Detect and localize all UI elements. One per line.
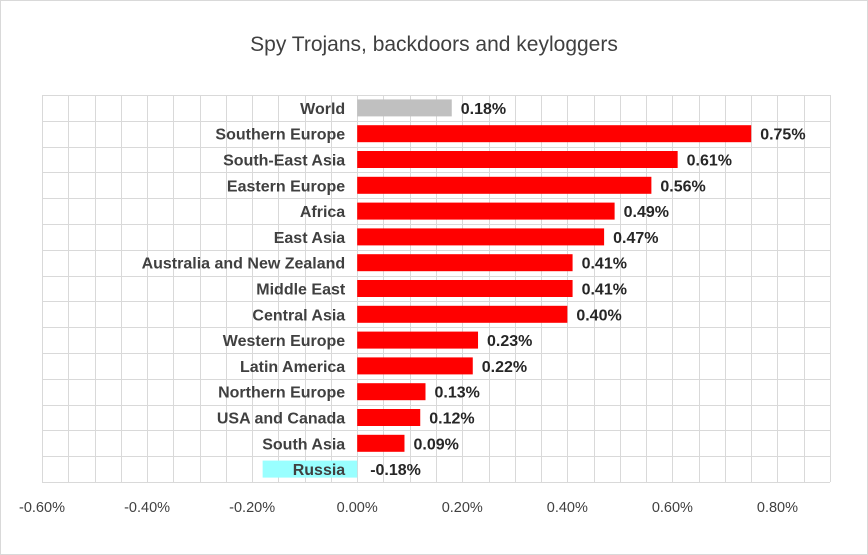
category-label: Latin America xyxy=(240,359,345,376)
data-label: 0.40% xyxy=(576,307,621,324)
x-tick-label: 0.80% xyxy=(757,500,798,516)
category-label: Middle East xyxy=(256,282,346,299)
x-tick-label: -0.20% xyxy=(229,500,275,516)
bar xyxy=(357,99,452,117)
data-label: 0.47% xyxy=(613,230,658,247)
x-tick-label: -0.40% xyxy=(124,500,170,516)
data-label: 0.18% xyxy=(461,101,506,118)
category-label: World xyxy=(300,101,345,118)
bar xyxy=(357,280,573,297)
bar xyxy=(357,176,652,194)
bar xyxy=(357,254,573,272)
category-label: Russia xyxy=(293,462,346,479)
category-label: USA and Canada xyxy=(217,411,345,428)
data-label: 0.61% xyxy=(687,153,732,170)
category-label: Central Asia xyxy=(252,307,345,324)
category-label: Southern Europe xyxy=(215,127,345,144)
bar xyxy=(357,409,421,426)
bar xyxy=(357,357,473,375)
category-label: Western Europe xyxy=(223,333,346,350)
data-label: 0.22% xyxy=(482,359,527,376)
data-label: 0.56% xyxy=(660,178,705,195)
x-tick-label: 0.60% xyxy=(652,500,693,516)
data-label: 0.41% xyxy=(582,256,627,273)
category-label: South-East Asia xyxy=(223,153,345,170)
data-label: 0.41% xyxy=(582,282,627,299)
category-label: Eastern Europe xyxy=(227,178,345,195)
bar xyxy=(357,151,678,168)
category-label: Northern Europe xyxy=(218,385,345,402)
x-tick-label: 0.00% xyxy=(337,500,378,516)
bar xyxy=(357,202,615,220)
bar xyxy=(357,331,479,349)
data-label: 0.75% xyxy=(760,127,805,144)
bar xyxy=(357,228,605,246)
x-tick-label: 0.40% xyxy=(547,500,588,516)
data-label: 0.49% xyxy=(624,204,669,221)
bar xyxy=(357,125,752,143)
bar xyxy=(357,434,405,452)
data-label: 0.23% xyxy=(487,333,532,350)
data-label: 0.12% xyxy=(429,411,474,428)
category-label: East Asia xyxy=(274,230,346,247)
x-tick-label: 0.20% xyxy=(442,500,483,516)
x-tick-label: -0.60% xyxy=(19,500,65,516)
bar xyxy=(262,460,358,478)
bar xyxy=(357,383,426,401)
chart-title: Spy Trojans, backdoors and keyloggers xyxy=(250,33,618,56)
data-label: 0.13% xyxy=(434,385,479,402)
category-label: Australia and New Zealand xyxy=(142,256,346,273)
bar xyxy=(357,305,568,323)
data-label: 0.09% xyxy=(413,436,458,453)
category-label: South Asia xyxy=(262,436,345,453)
data-label: -0.18% xyxy=(370,462,421,479)
category-label: Africa xyxy=(300,204,345,221)
